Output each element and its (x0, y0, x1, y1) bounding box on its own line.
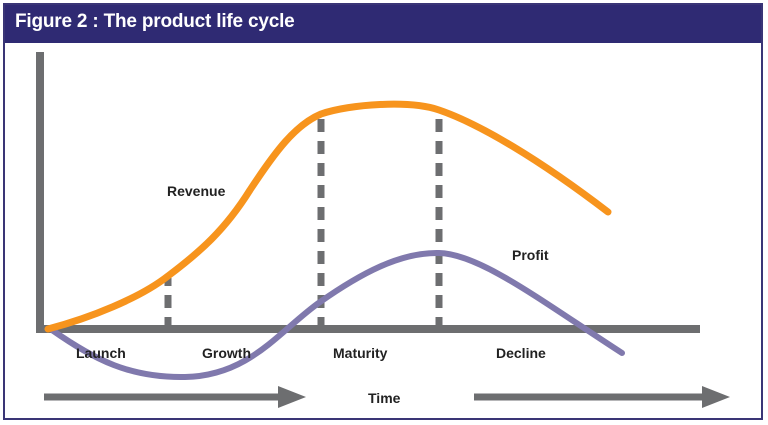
stage-label-growth: Growth (202, 345, 251, 361)
time-arrow-left (44, 386, 306, 408)
profit-label: Profit (512, 247, 549, 263)
revenue-curve (44, 100, 612, 333)
time-axis-label: Time (368, 390, 401, 406)
figure-header: Figure 2 : The product life cycle (5, 5, 761, 43)
revenue-label: Revenue (167, 183, 226, 199)
stage-label-decline: Decline (496, 345, 546, 361)
figure-title: Figure 2 : The product life cycle (15, 11, 295, 32)
stage-label-maturity: Maturity (333, 345, 388, 361)
time-arrow-right (474, 386, 730, 408)
figure-frame: Figure 2 : The product life cycle (3, 3, 763, 420)
stage-label-launch: Launch (76, 345, 126, 361)
profit-curve (49, 249, 625, 381)
